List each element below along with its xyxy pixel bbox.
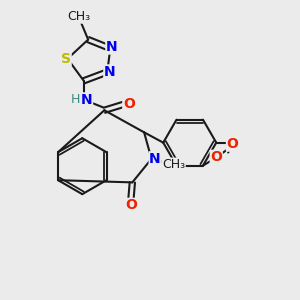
- Text: N: N: [149, 152, 161, 166]
- Text: N: N: [81, 93, 92, 107]
- Text: CH₃: CH₃: [67, 10, 90, 23]
- Text: S: S: [61, 52, 71, 66]
- Text: O: O: [125, 198, 137, 212]
- Text: O: O: [210, 150, 222, 164]
- Text: CH₃: CH₃: [162, 158, 185, 171]
- Text: O: O: [123, 98, 135, 111]
- Text: N: N: [106, 40, 118, 54]
- Text: O: O: [226, 137, 238, 151]
- Text: N: N: [104, 65, 116, 79]
- Text: H: H: [71, 93, 80, 106]
